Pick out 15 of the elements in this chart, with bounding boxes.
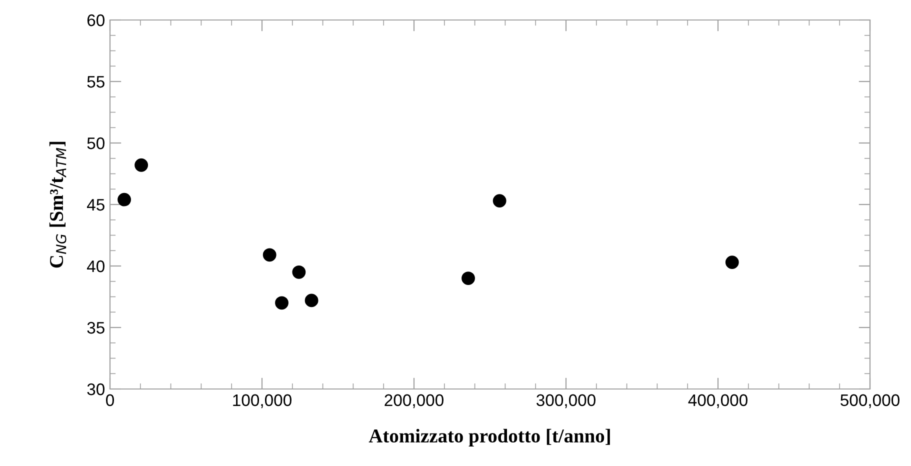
x-tick-label: 500,000: [840, 394, 900, 408]
y-tick-label: 55: [87, 76, 104, 88]
y-tick-label: 30: [87, 383, 104, 396]
x-tick-label: 100,000: [233, 394, 292, 408]
y-tick-label: 45: [86, 199, 104, 211]
y-tick-label: 40: [86, 260, 104, 272]
x-axis-title: Atomizzato prodotto [t/anno]: [368, 428, 610, 446]
y-tick-label: 50: [87, 137, 104, 150]
x-tick-label: 400,000: [688, 394, 748, 408]
y-axis-title: C$_{NG}$ [Sm³/t$_{ATM}$]: [49, 142, 66, 268]
y-tick-label: 35: [87, 322, 104, 334]
x-tick-label: 300,000: [536, 394, 596, 408]
y-tick-label: 60: [87, 14, 104, 26]
x-tick-label: 200,000: [384, 394, 444, 408]
x-tick-label: 0: [106, 394, 114, 406]
